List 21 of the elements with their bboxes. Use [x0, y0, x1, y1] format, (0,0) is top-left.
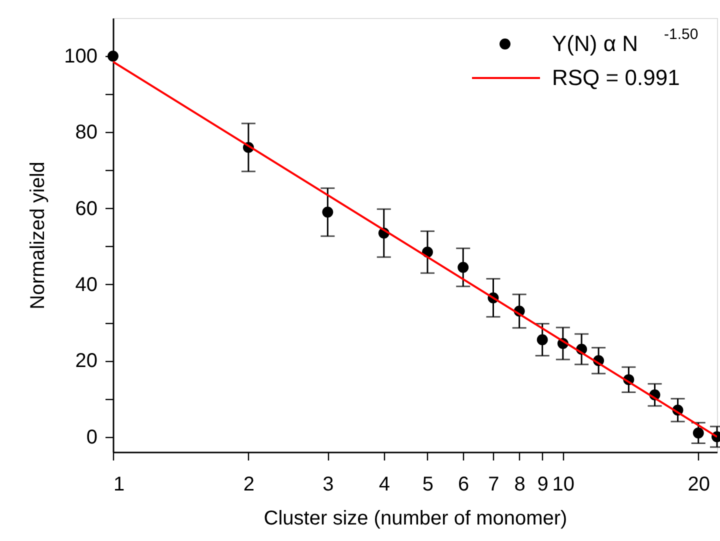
x-axis-title: Cluster size (number of monomer) [264, 508, 568, 530]
x-tick-label: 3 [322, 474, 334, 496]
x-tick-label: 7 [488, 474, 500, 496]
legend-label: RSQ = 0.991 [552, 65, 680, 90]
x-tick-label: 9 [537, 474, 548, 496]
y-axis-title: Normalized yield [27, 162, 50, 310]
x-tick-label: 4 [378, 474, 390, 496]
y-tick-label: 0 [86, 426, 98, 448]
x-tick-label: 6 [458, 474, 470, 496]
y-tick-label: 20 [75, 350, 98, 372]
x-tick-label: 2 [243, 474, 255, 496]
x-tick-label: 8 [514, 474, 526, 496]
x-tick-label: 20 [688, 474, 710, 496]
x-tick-label: 5 [422, 474, 434, 496]
legend-label: Y(N) α N-1.50 [552, 26, 698, 56]
x-tick-label: 10 [552, 474, 575, 496]
y-tick-label: 100 [64, 46, 98, 68]
y-tick-label: 60 [75, 198, 98, 220]
y-tick-label: 40 [75, 274, 98, 296]
y-tick-label: 80 [75, 122, 98, 144]
x-tick-label: 1 [114, 474, 125, 496]
